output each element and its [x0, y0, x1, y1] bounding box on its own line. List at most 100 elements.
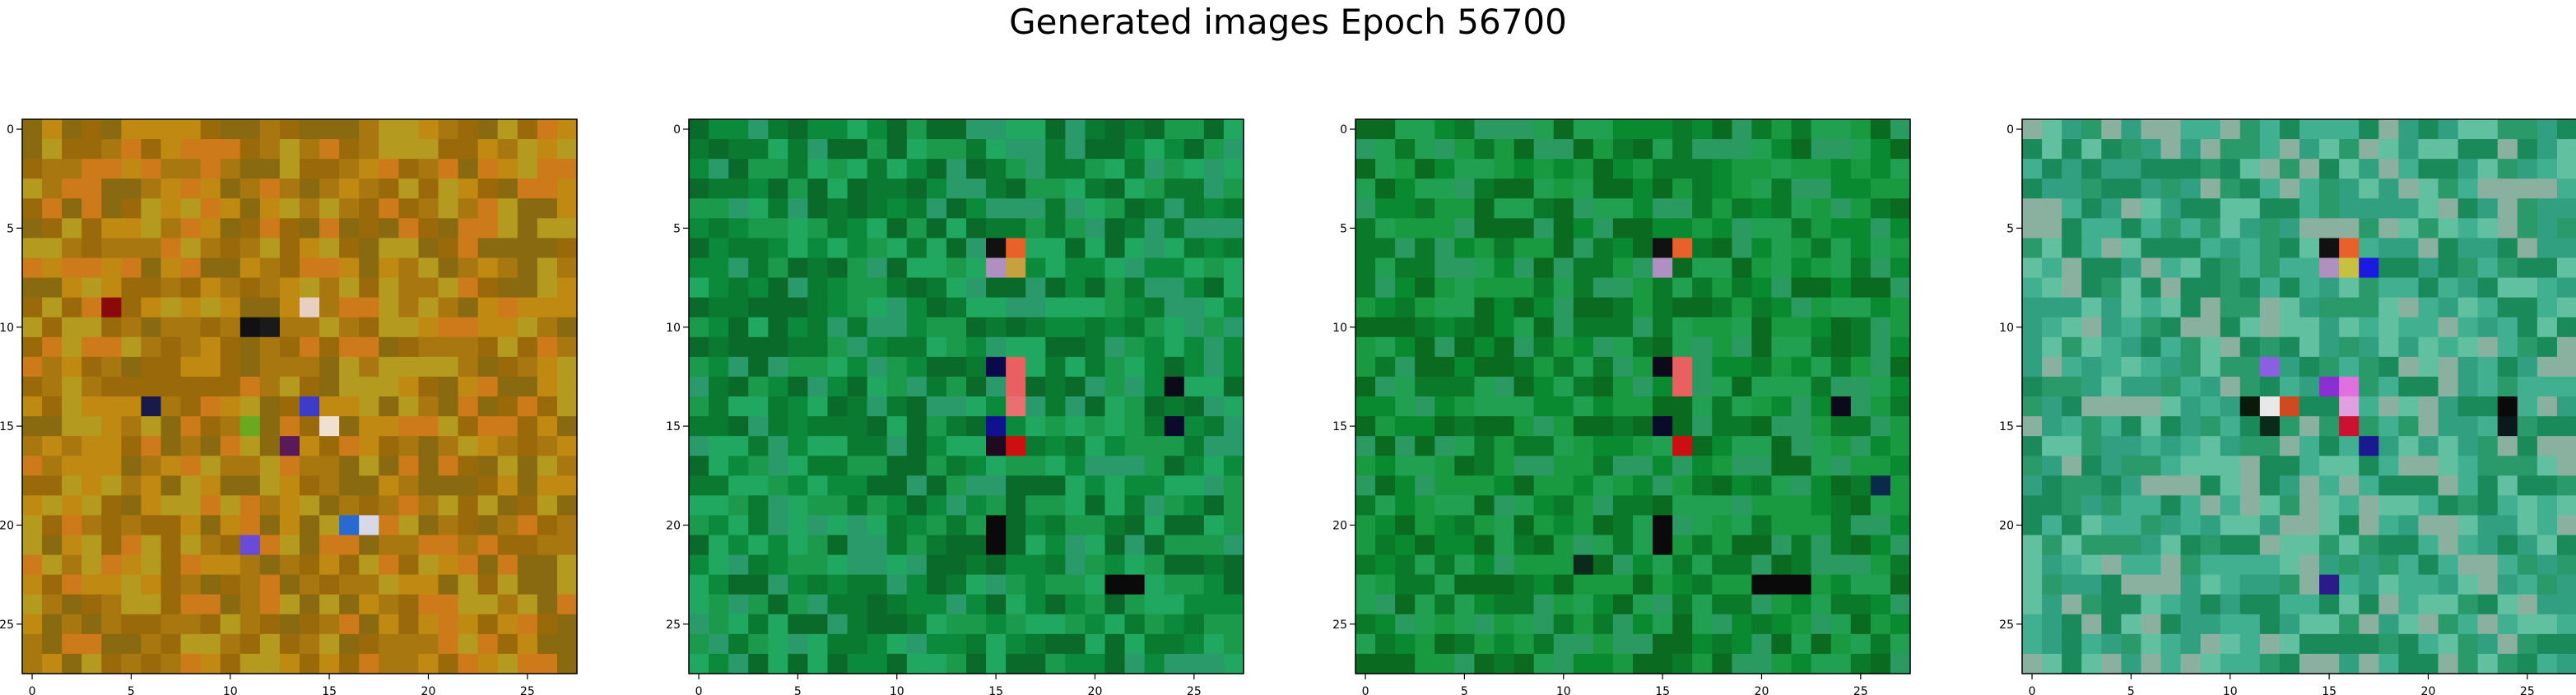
- heatmap-cell: [1553, 238, 1574, 259]
- heatmap-cell: [906, 475, 928, 496]
- heatmap-cell: [1006, 574, 1026, 595]
- heatmap-cell: [768, 594, 788, 615]
- heatmap-cell: [2536, 297, 2558, 318]
- heatmap-cell: [2497, 574, 2518, 595]
- heatmap-cell: [1045, 633, 1066, 655]
- heatmap-cell: [220, 475, 241, 496]
- heatmap-cell: [477, 317, 499, 338]
- heatmap-cell: [2299, 336, 2320, 358]
- heatmap-cell: [1006, 336, 1026, 358]
- heatmap-cell: [319, 653, 340, 674]
- heatmap-cell: [1850, 356, 1872, 378]
- heatmap-cell: [728, 218, 749, 239]
- heatmap-cell: [1434, 515, 1455, 536]
- heatmap-cell: [966, 356, 987, 378]
- heatmap-cell: [768, 614, 788, 635]
- heatmap-cell: [886, 159, 908, 179]
- heatmap-cell: [906, 178, 928, 199]
- heatmap-cell: [418, 554, 439, 576]
- heatmap-cell: [300, 614, 320, 635]
- heatmap-cell: [141, 198, 162, 219]
- heatmap-cell: [517, 376, 538, 397]
- heatmap-cell: [121, 436, 142, 456]
- heatmap-cell: [748, 277, 769, 299]
- heatmap-cell: [1553, 554, 1574, 576]
- heatmap-cell: [22, 653, 43, 674]
- heatmap-cell: [847, 159, 868, 179]
- heatmap-cell: [1791, 653, 1812, 674]
- heatmap-cell: [748, 456, 769, 476]
- heatmap-cell: [1183, 159, 1205, 179]
- heatmap-cell: [768, 436, 788, 456]
- heatmap-cell: [1771, 139, 1793, 160]
- heatmap-cell: [1183, 396, 1205, 417]
- heatmap-cell: [2536, 257, 2558, 279]
- heatmap-cell: [379, 139, 399, 160]
- heatmap-cell: [121, 159, 142, 179]
- heatmap-cell: [1692, 633, 1713, 655]
- heatmap-cell: [1355, 574, 1376, 595]
- heatmap-cell: [141, 139, 162, 160]
- heatmap-cell: [1612, 475, 1634, 496]
- heatmap-cell: [1771, 416, 1793, 437]
- heatmap-cell: [986, 594, 1007, 615]
- heatmap-cell: [1104, 436, 1126, 456]
- heatmap-cell: [1183, 139, 1205, 160]
- heatmap-cell: [1124, 297, 1146, 318]
- heatmap-cell: [1434, 356, 1455, 378]
- heatmap-cell: [689, 436, 709, 456]
- heatmap-cell: [2536, 535, 2558, 556]
- y-tick-label: 20: [666, 519, 681, 532]
- heatmap-cell: [220, 436, 241, 456]
- heatmap-cell: [379, 495, 399, 517]
- heatmap-cell: [1144, 277, 1165, 299]
- heatmap-cell: [2180, 317, 2202, 338]
- heatmap-cell: [2141, 396, 2162, 417]
- heatmap-cell: [1164, 119, 1185, 140]
- heatmap-cell: [239, 218, 261, 239]
- heatmap-cell: [2457, 554, 2479, 576]
- heatmap-cell: [220, 535, 241, 556]
- heatmap-cell: [1791, 475, 1812, 496]
- heatmap-cell: [497, 178, 518, 199]
- heatmap-cell: [517, 336, 538, 358]
- heatmap-cell: [1494, 515, 1515, 536]
- heatmap-cell: [279, 159, 300, 179]
- heatmap-cell: [2200, 317, 2221, 338]
- heatmap-cell: [239, 356, 261, 378]
- heatmap-cell: [1355, 139, 1376, 160]
- heatmap-cell: [1593, 119, 1614, 140]
- heatmap-cell: [2536, 396, 2558, 417]
- heatmap-cell: [788, 574, 809, 595]
- heatmap-cell: [2418, 336, 2439, 358]
- heatmap-cell: [200, 574, 221, 595]
- heatmap-cell: [2042, 535, 2062, 556]
- heatmap-cell: [22, 456, 43, 476]
- heatmap-cell: [807, 218, 829, 239]
- heatmap-cell: [946, 475, 967, 496]
- heatmap-cell: [2042, 456, 2062, 476]
- heatmap-cell: [709, 475, 729, 496]
- heatmap-cell: [689, 515, 709, 536]
- heatmap-cell: [2259, 218, 2281, 239]
- heatmap-cell: [709, 495, 729, 517]
- heatmap-cell: [2319, 574, 2340, 595]
- heatmap-cell: [458, 614, 479, 635]
- heatmap-cell: [1375, 416, 1396, 437]
- heatmap-cell: [1223, 653, 1244, 674]
- heatmap-cell: [1124, 554, 1146, 576]
- heatmap-cell: [946, 653, 967, 674]
- heatmap-cell: [517, 495, 538, 517]
- heatmap-cell: [2022, 416, 2043, 437]
- heatmap-cell: [2180, 376, 2202, 397]
- heatmap-cell: [1415, 356, 1435, 378]
- heatmap-cell: [906, 119, 928, 140]
- heatmap-cell: [379, 119, 399, 140]
- heatmap-cell: [556, 257, 578, 279]
- heatmap-cell: [1065, 456, 1086, 476]
- heatmap-cell: [1514, 653, 1535, 674]
- heatmap-cell: [2477, 336, 2499, 358]
- heatmap-cell: [497, 396, 518, 417]
- heatmap-cell: [1712, 475, 1732, 496]
- heatmap-cell: [2239, 376, 2261, 397]
